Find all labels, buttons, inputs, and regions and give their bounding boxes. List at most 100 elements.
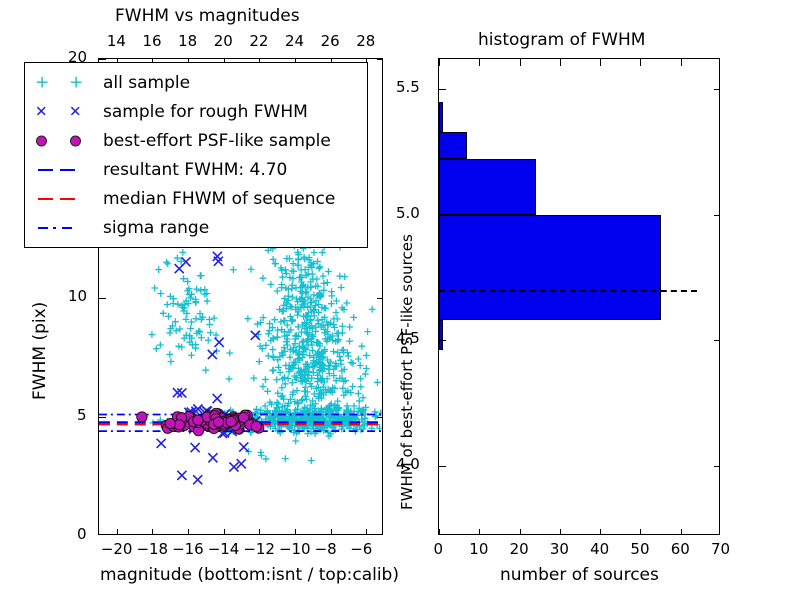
axis-tick [519,59,521,66]
histogram-bar[interactable] [439,159,536,215]
axis-tick [439,59,440,66]
top-axis-ticklabel: 28 [356,32,376,50]
axis-tick [640,59,642,66]
axis-tick [439,340,446,342]
histogram-x-axis-label: number of sources [500,565,659,585]
histogram-bar[interactable] [439,214,661,321]
circle-icon [25,126,103,155]
axis-tick [152,529,154,534]
axis-tick [99,416,106,418]
axis-tick [439,89,446,91]
axis-tick [714,89,719,91]
dashed-line-icon [25,155,103,184]
axis-tick [714,340,719,342]
axis-tick [439,214,446,216]
scatter-x-axis-label: magnitude (bottom:isnt / top:calib) [100,565,399,585]
legend-label: resultant FWHM: 4.70 [103,159,288,180]
x-axis-ticklabel: −14 [207,540,240,558]
axis-tick [714,465,719,467]
histogram-x-ticklabel: 50 [630,540,650,558]
histogram-y-ticklabel: 4.0 [396,454,420,473]
axis-tick [99,297,106,299]
axis-tick [600,59,602,66]
axis-tick [439,465,446,467]
top-axis-ticklabel: 26 [320,32,340,50]
scatter-y-axis-label: FWHM (pix) [30,301,50,400]
histogram-x-ticklabel: 70 [711,540,731,558]
dashdot-line-icon [25,213,103,242]
axis-tick [519,529,521,534]
plus-icon: + + [35,72,84,92]
axis-tick [377,416,382,418]
top-axis-ticklabel: 20 [213,32,233,50]
y-axis-ticklabel: 20 [68,48,88,66]
histogram-x-ticklabel: 20 [509,540,529,558]
x-axis-ticklabel: −12 [243,540,275,558]
histogram-y-ticklabel: 5.0 [396,203,420,222]
legend-label: median FHWM of sequence [103,188,336,209]
axis-tick [479,529,481,534]
legend-item-median-fhwm: median FHWM of sequence [25,184,367,213]
histogram-plot-title: histogram of FWHM [478,30,646,50]
axis-tick [116,529,118,534]
dashed-line-icon [25,184,103,213]
histogram-x-ticklabel: 40 [590,540,610,558]
legend-label: sigma range [103,217,210,238]
histogram-y-axis-label: FWHM of best-effort PSF-like sources [398,234,416,510]
axis-tick [640,529,642,534]
top-axis-ticklabel: 18 [178,32,198,50]
scatter-legend: + + all sample ✕ ✕ sample for rough FWHM b… [24,62,368,248]
y-axis-ticklabel: 0 [77,525,87,543]
axis-tick [294,529,296,534]
axis-tick [366,529,368,534]
legend-item-resultant-fwhm: resultant FWHM: 4.70 [25,155,367,184]
legend-label: best-effort PSF-like sample [103,130,331,151]
histogram-bar[interactable] [439,320,443,351]
scatter-plot-title: FWHM vs magnitudes [115,6,300,26]
axis-tick [559,529,561,534]
x-axis-ticklabel: −10 [278,540,311,558]
top-axis-ticklabel: 22 [249,32,269,50]
legend-item-rough-fwhm: ✕ ✕ sample for rough FWHM [25,97,367,126]
histogram-plot-area[interactable] [438,58,720,535]
scatter-data-layer [99,177,382,485]
axis-tick [99,59,106,60]
histogram-x-ticklabel: 60 [670,540,690,558]
axis-tick [479,59,481,66]
histogram-x-ticklabel: 10 [469,540,489,558]
y-axis-ticklabel: 10 [68,286,88,305]
axis-tick [259,529,261,534]
axis-tick [600,529,602,534]
axis-tick [377,297,382,299]
axis-tick [714,214,719,216]
histogram-x-ticklabel: 0 [433,540,444,558]
top-axis-ticklabel: 16 [142,32,162,50]
cross-icon: ✕ ✕ [35,102,82,120]
legend-item-psf-like: best-effort PSF-like sample [25,126,367,155]
axis-tick [330,529,332,534]
y-axis-ticklabel: 5 [77,405,87,424]
axis-tick [680,529,682,534]
axis-tick [680,59,682,66]
legend-item-sigma-range: sigma range [25,213,367,242]
legend-label: sample for rough FWHM [103,101,308,122]
x-axis-ticklabel: −18 [136,540,169,558]
histogram-y-ticklabel: 4.5 [396,329,420,348]
x-axis-ticklabel: −6 [350,540,373,558]
legend-item-all-sample: + + all sample [25,68,367,97]
histogram-bar[interactable] [439,131,468,160]
axis-tick [188,529,190,534]
histogram-y-ticklabel: 5.5 [396,78,420,97]
median-fwhm-line [439,290,697,292]
x-axis-ticklabel: −16 [172,540,204,558]
legend-label: all sample [103,72,191,93]
x-axis-ticklabel: −20 [100,540,133,558]
histogram-bar[interactable] [439,101,443,132]
axis-tick [377,59,382,60]
axis-tick [223,529,225,534]
top-axis-ticklabel: 14 [106,32,126,50]
histogram-x-ticklabel: 30 [549,540,569,558]
axis-tick [439,529,440,534]
top-axis-ticklabel: 24 [284,32,305,50]
